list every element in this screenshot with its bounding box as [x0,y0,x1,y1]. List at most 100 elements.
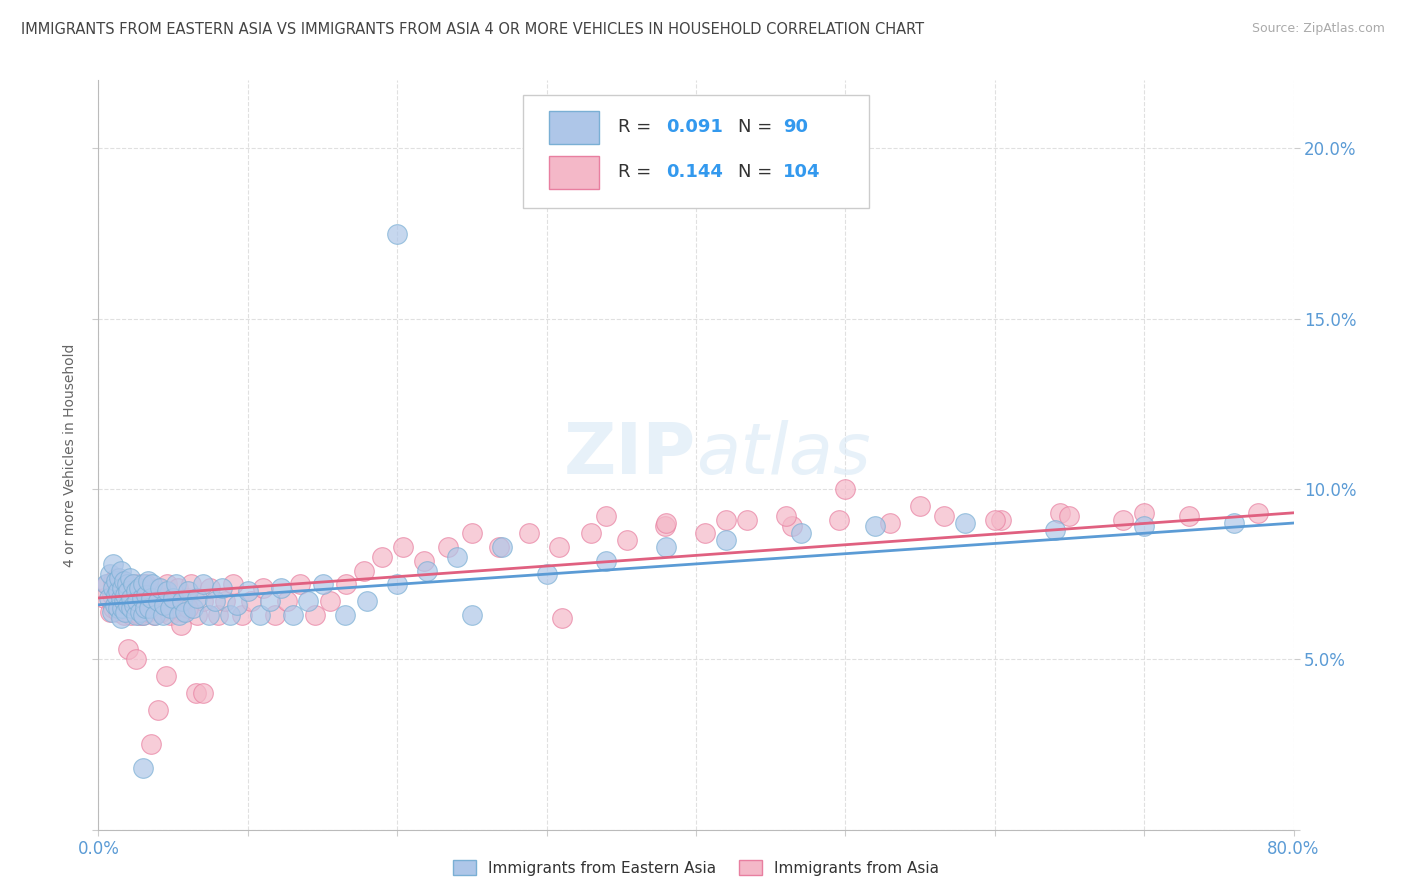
Point [132,601,155,615]
Point [834,482,856,496]
Point [166,581,188,595]
Point [136,574,159,588]
Point [932,509,955,524]
Text: Source: ZipAtlas.com: Source: ZipAtlas.com [1251,22,1385,36]
Point [536,567,558,582]
Point [165,577,187,591]
Point [416,564,439,578]
Point [162,591,184,605]
Point [1247,506,1270,520]
Point [112,574,135,588]
Point [153,598,176,612]
Point [125,607,148,622]
Point [335,577,357,591]
Point [98,605,122,619]
Point [276,594,298,608]
Point [111,581,134,595]
Text: N =: N = [738,119,778,136]
Point [132,607,155,622]
Point [990,513,1012,527]
Point [828,513,851,527]
Point [198,607,221,622]
Point [1049,506,1071,520]
Point [595,509,617,524]
Point [103,581,125,595]
Point [112,607,135,622]
Text: 90: 90 [783,119,808,136]
Point [169,618,191,632]
Point [148,703,170,717]
Point [93,591,115,605]
Point [789,526,811,541]
FancyBboxPatch shape [548,156,599,189]
Point [177,584,200,599]
Point [105,570,128,584]
Point [108,577,131,591]
Point [259,594,281,608]
Point [226,598,249,612]
Text: ZIP: ZIP [564,420,696,490]
Point [297,594,319,608]
Point [96,577,118,591]
Point [550,611,572,625]
Point [263,607,285,622]
Point [107,601,129,615]
Point [153,591,176,605]
Point [616,533,638,547]
Point [270,581,292,595]
Point [176,591,198,605]
Point [693,526,716,541]
Point [129,594,152,608]
Point [128,581,150,595]
Point [304,607,326,622]
Point [138,601,160,615]
Point [333,607,356,622]
Point [124,605,146,619]
Point [191,594,214,608]
Point [156,584,179,599]
Text: R =: R = [619,119,657,136]
Point [118,570,141,584]
Point [172,605,194,619]
Point [1133,519,1156,533]
Point [385,227,409,241]
Point [319,594,342,608]
Point [172,594,194,608]
Point [110,601,132,615]
Point [121,594,143,608]
Point [356,594,378,608]
Point [111,601,134,615]
Point [595,553,617,567]
Legend: Immigrants from Eastern Asia, Immigrants from Asia: Immigrants from Eastern Asia, Immigrants… [447,854,945,882]
Point [186,591,208,605]
Point [135,588,157,602]
Point [655,540,678,554]
Point [103,574,125,588]
Point [117,598,139,612]
Point [124,598,146,612]
Point [780,519,803,533]
Point [231,607,253,622]
Point [115,577,138,591]
Point [446,550,468,565]
Point [120,601,142,615]
Point [136,605,159,619]
Point [865,519,887,533]
Point [581,526,603,541]
Point [131,581,153,595]
Point [1059,509,1081,524]
Point [112,594,135,608]
Point [142,607,165,622]
Point [191,577,214,591]
Point [98,567,122,582]
Text: N =: N = [738,163,778,181]
Point [655,516,678,530]
FancyBboxPatch shape [548,111,599,144]
Point [103,601,125,615]
Point [735,513,758,527]
Y-axis label: 4 or more Vehicles in Household: 4 or more Vehicles in Household [63,343,77,566]
Text: 0.091: 0.091 [666,119,723,136]
Point [104,598,127,612]
FancyBboxPatch shape [523,95,869,208]
Point [114,588,136,602]
